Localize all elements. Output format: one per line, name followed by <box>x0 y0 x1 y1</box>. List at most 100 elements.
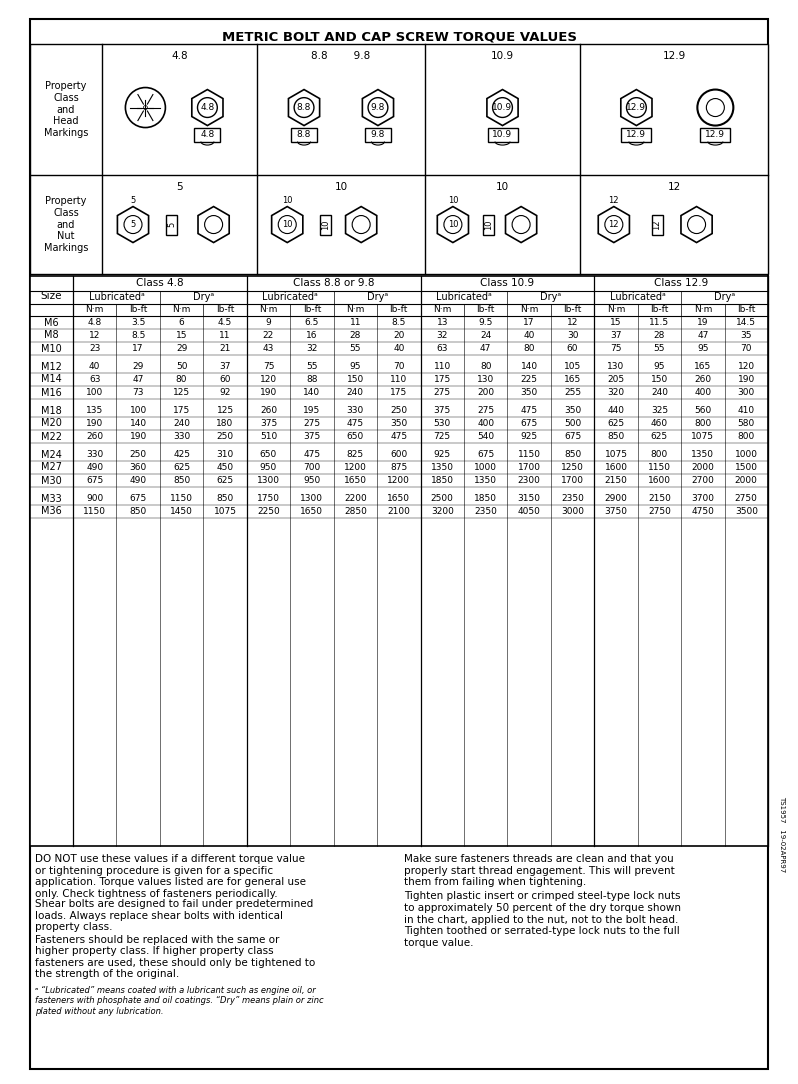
Polygon shape <box>598 207 630 243</box>
Text: 11: 11 <box>219 331 231 340</box>
Text: 150: 150 <box>346 375 364 384</box>
Text: 4.8: 4.8 <box>200 130 215 139</box>
Text: 19: 19 <box>697 318 709 327</box>
Text: 1350: 1350 <box>474 476 497 485</box>
Text: M20: M20 <box>41 418 62 428</box>
Text: 40: 40 <box>393 344 405 353</box>
Text: 9.5: 9.5 <box>479 318 493 327</box>
Text: 500: 500 <box>564 420 581 428</box>
Text: 450: 450 <box>216 463 234 472</box>
Text: 4.8: 4.8 <box>172 51 188 61</box>
Text: 100: 100 <box>129 406 147 415</box>
Text: 675: 675 <box>564 433 581 441</box>
Text: 1075: 1075 <box>691 433 714 441</box>
Text: 47: 47 <box>480 344 492 353</box>
Text: 110: 110 <box>390 375 408 384</box>
Text: 4.5: 4.5 <box>218 318 232 327</box>
Circle shape <box>294 98 314 117</box>
Text: 2000: 2000 <box>691 463 714 472</box>
Text: 12: 12 <box>653 219 662 230</box>
Text: 40: 40 <box>89 362 101 371</box>
Text: 1150: 1150 <box>83 507 106 516</box>
Text: 175: 175 <box>433 375 451 384</box>
Text: Dryᵃ: Dryᵃ <box>714 293 735 302</box>
Text: 625: 625 <box>216 476 234 485</box>
Text: 28: 28 <box>350 331 361 340</box>
Text: Make sure fasteners threads are clean and that you
properly start thread engagem: Make sure fasteners threads are clean an… <box>404 854 675 887</box>
Text: 2100: 2100 <box>387 507 410 516</box>
Bar <box>365 128 391 142</box>
Bar <box>195 128 220 142</box>
Text: 850: 850 <box>564 450 581 459</box>
Text: 250: 250 <box>390 406 407 415</box>
Text: 700: 700 <box>303 463 321 472</box>
Text: Shear bolts are designed to fail under predetermined
loads. Always replace shear: Shear bolts are designed to fail under p… <box>35 900 314 932</box>
Text: 110: 110 <box>433 362 451 371</box>
Polygon shape <box>362 90 393 126</box>
Text: 43: 43 <box>263 344 275 353</box>
Text: 950: 950 <box>303 476 321 485</box>
Text: 29: 29 <box>132 362 144 371</box>
Bar <box>30 44 768 274</box>
Circle shape <box>512 216 530 233</box>
Text: 63: 63 <box>437 344 448 353</box>
Text: lb-ft: lb-ft <box>215 306 235 314</box>
Text: 275: 275 <box>303 420 321 428</box>
Text: Class 10.9: Class 10.9 <box>480 279 535 288</box>
Text: 12: 12 <box>667 182 681 192</box>
Text: lb-ft: lb-ft <box>737 306 756 314</box>
Circle shape <box>605 216 623 233</box>
Text: 5: 5 <box>130 195 136 205</box>
Text: 105: 105 <box>564 362 581 371</box>
Text: 255: 255 <box>564 388 581 397</box>
Bar <box>166 215 177 234</box>
Text: 10: 10 <box>282 195 293 205</box>
Text: 10: 10 <box>496 182 509 192</box>
Text: 130: 130 <box>607 362 625 371</box>
Text: 24: 24 <box>480 331 492 340</box>
Text: N·m: N·m <box>259 306 278 314</box>
Text: 10.9: 10.9 <box>491 51 514 61</box>
Text: 900: 900 <box>86 494 104 503</box>
Text: 1075: 1075 <box>604 450 627 459</box>
Text: 1600: 1600 <box>604 463 627 472</box>
Circle shape <box>279 216 296 233</box>
Text: 8.5: 8.5 <box>131 331 145 340</box>
Text: Lubricatedᵃ: Lubricatedᵃ <box>89 293 144 302</box>
Text: 190: 190 <box>86 420 104 428</box>
Polygon shape <box>198 207 229 243</box>
Text: 1200: 1200 <box>344 463 367 472</box>
Circle shape <box>688 216 705 233</box>
Text: 300: 300 <box>737 388 755 397</box>
Text: 12: 12 <box>609 195 619 205</box>
Text: 120: 120 <box>260 375 277 384</box>
Text: N·m: N·m <box>606 306 625 314</box>
Text: Class 4.8: Class 4.8 <box>136 279 184 288</box>
Circle shape <box>706 99 725 117</box>
Text: 650: 650 <box>346 433 364 441</box>
Text: 325: 325 <box>651 406 668 415</box>
Text: 120: 120 <box>737 362 755 371</box>
Text: 2150: 2150 <box>605 476 627 485</box>
Text: 2250: 2250 <box>257 507 280 516</box>
Text: 16: 16 <box>306 331 318 340</box>
Text: 400: 400 <box>477 420 494 428</box>
Text: Fasteners should be replaced with the same or
higher property class. If higher p: Fasteners should be replaced with the sa… <box>35 934 315 980</box>
Text: 400: 400 <box>694 388 711 397</box>
Text: 580: 580 <box>737 420 755 428</box>
Text: METRIC BOLT AND CAP SCREW TORQUE VALUES: METRIC BOLT AND CAP SCREW TORQUE VALUES <box>222 30 576 43</box>
Text: 1700: 1700 <box>561 476 584 485</box>
Text: 5: 5 <box>130 220 136 229</box>
Text: 4.8: 4.8 <box>200 103 215 112</box>
Text: M36: M36 <box>41 506 62 516</box>
Text: 10: 10 <box>484 219 493 230</box>
Text: 30: 30 <box>567 331 579 340</box>
Text: 8.8        9.8: 8.8 9.8 <box>311 51 370 61</box>
Text: 9.8: 9.8 <box>371 130 385 139</box>
Bar <box>483 215 494 234</box>
Text: 850: 850 <box>129 507 147 516</box>
Text: 9: 9 <box>266 318 271 327</box>
Text: 350: 350 <box>520 388 538 397</box>
Text: 22: 22 <box>263 331 274 340</box>
Text: 2300: 2300 <box>518 476 540 485</box>
